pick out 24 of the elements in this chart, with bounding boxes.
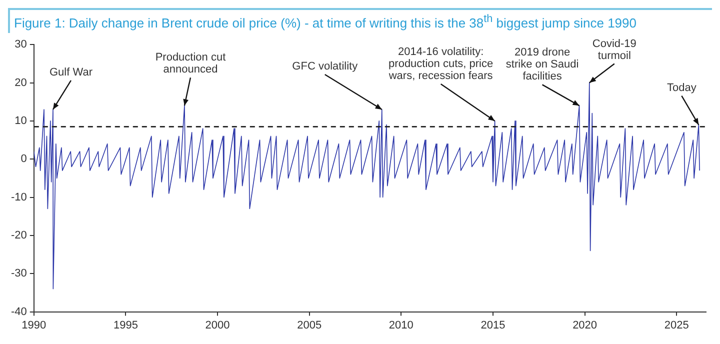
- x-tick-label: 2005: [297, 320, 322, 332]
- annotation: Covid-19 turmoil: [592, 38, 636, 62]
- y-tick-label: -30: [10, 268, 27, 280]
- annotation: 2014-16 volatility: production cuts, price wars, recession fears: [388, 46, 494, 82]
- y-tick-label: 20: [14, 77, 27, 90]
- annotation: GFC volatility: [292, 60, 358, 73]
- x-tick-label: 2015: [480, 320, 506, 332]
- chart-title: Figure 1: Daily change in Brent crude oil price (%) - at time of writing this is the 38$^{th}$ biggest jump since 1990: [8, 8, 712, 34]
- x-tick-label: 1990: [22, 320, 46, 332]
- y-tick-label: -20: [10, 230, 27, 242]
- y-tick-label: -10: [10, 192, 27, 204]
- x-tick-label: 2000: [205, 320, 230, 332]
- annotation: Today: [666, 82, 697, 94]
- x-tick-label: 2020: [572, 320, 598, 332]
- x-tick-label: 2010: [388, 320, 414, 332]
- y-tick-label: 30: [14, 38, 27, 51]
- y-tick-label: 10: [14, 115, 27, 128]
- annotation: 2019 drone strike on Saudi facilities: [506, 47, 579, 83]
- y-tick-label: 0: [20, 153, 27, 166]
- annotation: Production cut announced: [155, 52, 226, 76]
- annotation: Gulf War: [49, 66, 93, 79]
- y-tick-label: -40: [10, 306, 27, 318]
- x-tick-label: 1995: [113, 320, 138, 332]
- x-tick-label: 2025: [664, 320, 689, 332]
